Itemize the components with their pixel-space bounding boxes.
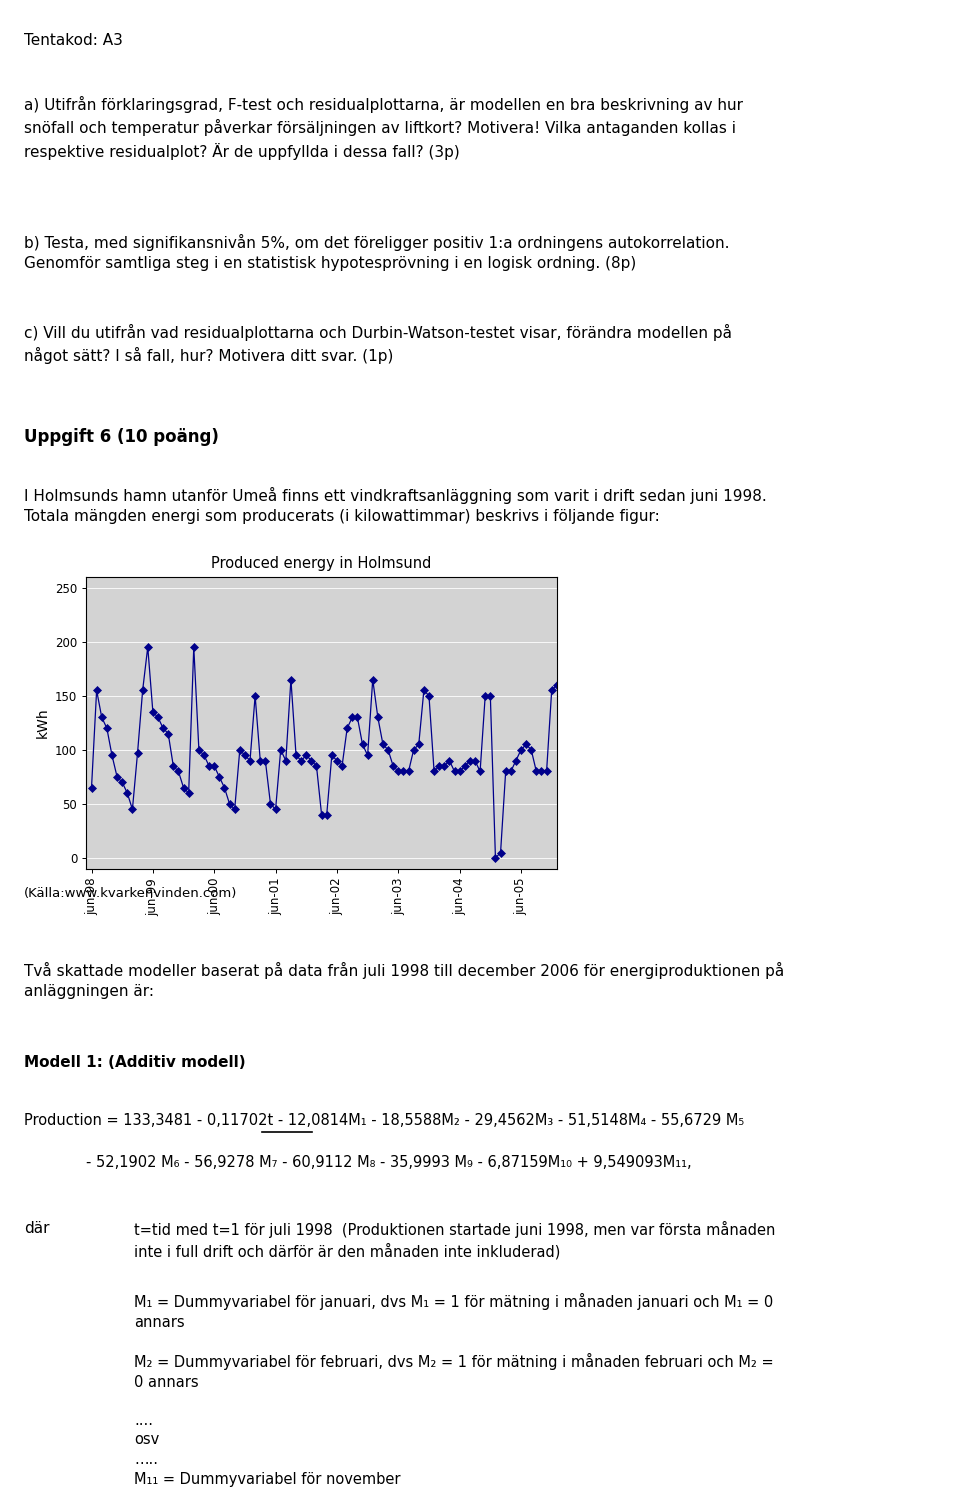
Y-axis label: kWh: kWh (36, 707, 50, 739)
Text: M₁ = Dummyvariabel för januari, dvs M₁ = 1 för mätning i månaden januari och M₁ : M₁ = Dummyvariabel för januari, dvs M₁ =… (134, 1293, 774, 1330)
Text: c) Vill du utifrån vad residualplottarna och Durbin-Watson-testet visar, förändr: c) Vill du utifrån vad residualplottarna… (24, 324, 732, 364)
Title: Produced energy in Holmsund: Produced energy in Holmsund (211, 556, 432, 571)
Text: ....
osv
…..
M₁₁ = Dummyvariabel för november: .... osv ….. M₁₁ = Dummyvariabel för nov… (134, 1413, 401, 1488)
Text: a) Utifrån förklaringsgrad, F-test och residualplottarna, är modellen en bra bes: a) Utifrån förklaringsgrad, F-test och r… (24, 96, 743, 159)
Text: b) Testa, med signifikansnivån 5%, om det föreligger positiv 1:a ordningens auto: b) Testa, med signifikansnivån 5%, om de… (24, 234, 730, 271)
Text: (Källa:www.kvarkenvinden.com): (Källa:www.kvarkenvinden.com) (24, 887, 237, 900)
Text: t=tid med t=1 för juli 1998  (Produktionen startade juni 1998, men var första må: t=tid med t=1 för juli 1998 (Produktione… (134, 1221, 776, 1260)
Text: - 52,1902 M₆ - 56,9278 M₇ - 60,9112 M₈ - 35,9993 M₉ - 6,87159M₁₀ + 9,549093M₁₁,: - 52,1902 M₆ - 56,9278 M₇ - 60,9112 M₈ -… (86, 1155, 692, 1170)
Text: Production = 133,3481 - 0,11702t - 12,0814M₁ - 18,5588M₂ - 29,4562M₃ - 51,5148M₄: Production = 133,3481 - 0,11702t - 12,08… (24, 1113, 744, 1128)
Text: Modell 1: (Additiv modell): Modell 1: (Additiv modell) (24, 1055, 246, 1070)
Text: Tentakod: A3: Tentakod: A3 (24, 33, 123, 48)
Text: där: där (24, 1221, 50, 1236)
Text: Uppgift 6 (10 poäng): Uppgift 6 (10 poäng) (24, 428, 219, 446)
Text: I Holmsunds hamn utanför Umeå finns ett vindkraftsanläggning som varit i drift s: I Holmsunds hamn utanför Umeå finns ett … (24, 487, 767, 524)
Text: Två skattade modeller baserat på data från juli 1998 till december 2006 för ener: Två skattade modeller baserat på data fr… (24, 962, 784, 999)
Text: M₂ = Dummyvariabel för februari, dvs M₂ = 1 för mätning i månaden februari och M: M₂ = Dummyvariabel för februari, dvs M₂ … (134, 1353, 774, 1390)
